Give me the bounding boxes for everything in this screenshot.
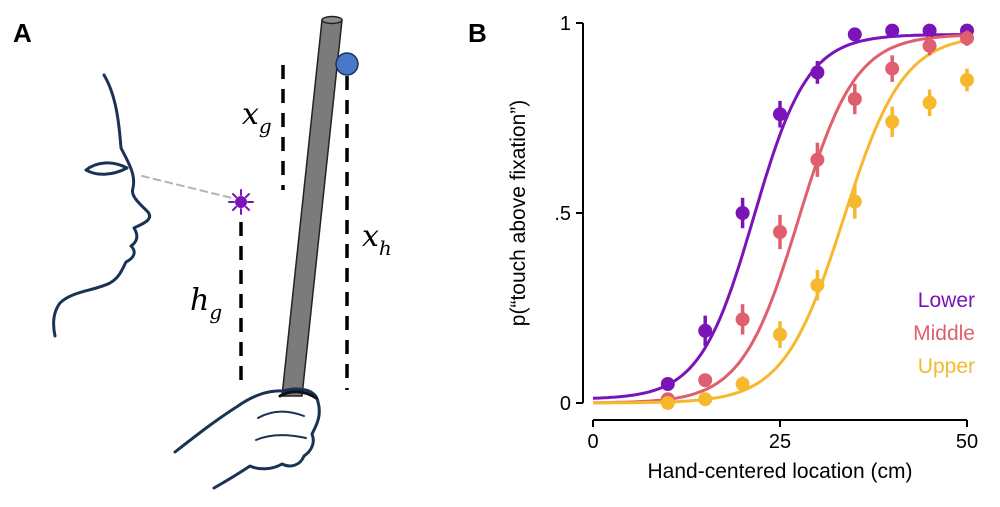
face-profile-icon (52, 73, 151, 338)
data-point-middle (885, 61, 900, 76)
gaze-line (141, 175, 233, 199)
data-point-lower (735, 206, 750, 220)
data-point-upper (810, 278, 825, 293)
data-point-middle (960, 31, 974, 46)
y-axis-label: p(“touch above fixation”) (507, 100, 530, 326)
hg-label: hg (190, 283, 222, 324)
data-point-middle (847, 92, 862, 106)
chart-data-points (660, 23, 974, 410)
legend-entry-upper: Upper (918, 355, 975, 378)
data-point-lower (773, 107, 787, 122)
data-point-upper (773, 327, 787, 342)
hand-finger-line (255, 434, 307, 441)
panel-b-label: B (468, 18, 487, 48)
legend-entry-middle: Middle (913, 322, 975, 345)
xg-label: xg (242, 97, 272, 138)
data-point-upper (735, 377, 750, 391)
chart-axes (582, 23, 967, 421)
data-point-middle (810, 152, 825, 167)
diagram: xg hg xh (52, 15, 392, 490)
data-point-middle (922, 38, 937, 53)
x-axis-label: Hand-centered location (cm) (648, 460, 913, 483)
legend-entry-lower: Lower (918, 289, 975, 312)
stick-top (321, 15, 343, 25)
data-point-lower (660, 377, 675, 391)
y-tick-label: 1 (560, 13, 571, 35)
x-tick-label: 0 (587, 431, 598, 453)
data-point-lower (847, 27, 862, 42)
data-point-upper (660, 396, 675, 410)
fit-curve-lower (592, 33, 968, 400)
chart-fit-curves (592, 33, 968, 405)
hand-grip (278, 390, 318, 400)
eye-icon (84, 161, 129, 176)
data-point-upper (960, 73, 974, 87)
data-point-upper (698, 392, 713, 407)
data-point-upper (922, 95, 937, 110)
data-point-middle (698, 373, 713, 388)
fit-curve-middle (593, 33, 968, 405)
data-point-lower (885, 23, 900, 38)
data-point-middle (735, 312, 750, 327)
x-tick-label: 25 (769, 431, 791, 453)
stick-icon (281, 19, 343, 397)
chart-ticks: 0 .5 1 0 25 50 (554, 13, 978, 453)
data-point-lower (698, 323, 713, 338)
data-point-lower (922, 23, 937, 38)
ball-icon (335, 52, 359, 76)
x-tick-label: 50 (956, 431, 978, 453)
fit-curve-upper (593, 38, 968, 405)
y-tick-label: .5 (554, 203, 571, 225)
hand-icon (173, 387, 321, 490)
fixation-star-icon (228, 189, 254, 215)
data-point-upper (885, 114, 900, 129)
data-point-upper (847, 194, 862, 209)
chart-legend: Lower Middle Upper (913, 289, 975, 378)
hand-finger-line (257, 410, 305, 419)
y-tick-label: 0 (560, 393, 571, 415)
psychometric-chart: 0 .5 1 0 25 50 Lower Middle Upper Hand-centered… (507, 13, 978, 483)
data-point-middle (773, 225, 787, 239)
panel-a-label: A (13, 18, 32, 48)
data-point-lower (810, 65, 825, 80)
xh-label: xh (362, 219, 392, 260)
